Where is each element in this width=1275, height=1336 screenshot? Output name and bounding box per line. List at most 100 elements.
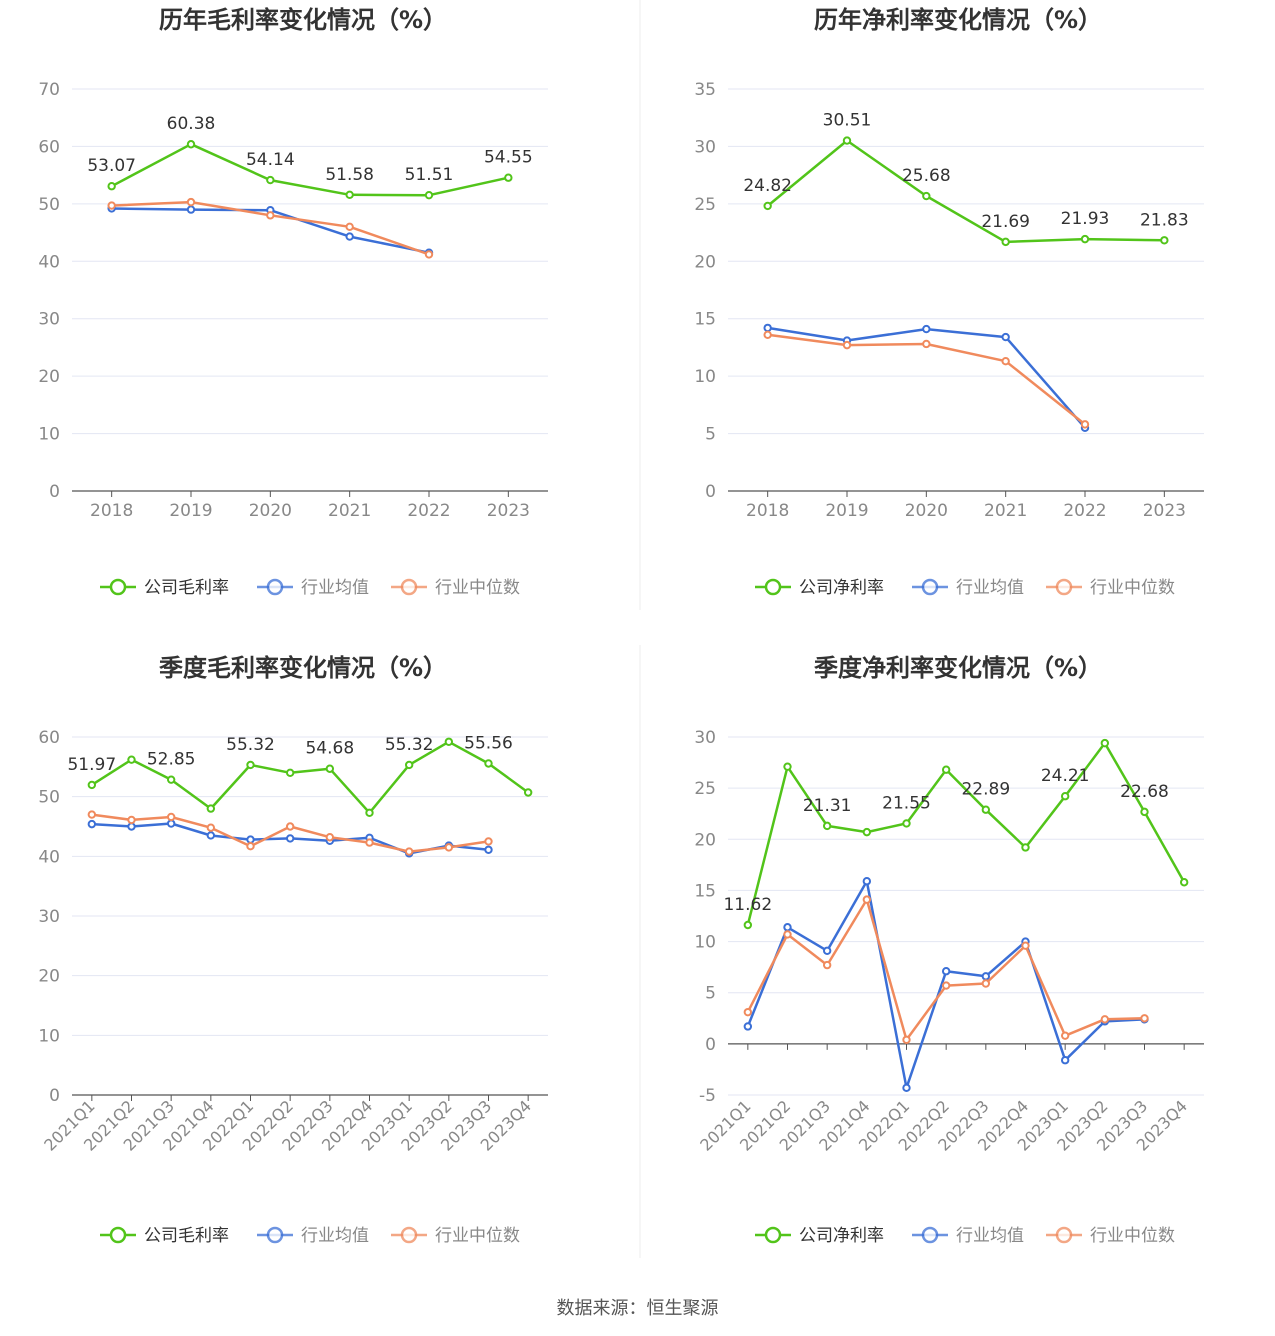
data-point <box>822 946 832 955</box>
data-point <box>763 323 772 333</box>
data-point <box>365 808 374 817</box>
data-point <box>285 768 295 777</box>
data-label: 51.51 <box>405 165 454 185</box>
data-label: 25.68 <box>902 166 951 186</box>
data-point <box>325 833 335 842</box>
data-point <box>783 923 792 932</box>
data-point <box>246 841 255 851</box>
y-tick-label: 0 <box>705 482 716 502</box>
data-point <box>484 759 493 768</box>
data-point <box>1021 843 1030 852</box>
data-point <box>424 250 434 259</box>
data-label: 55.32 <box>385 735 434 755</box>
data-point <box>981 979 991 988</box>
legend-label: 公司净利率 <box>799 578 884 598</box>
legend-marker-icon <box>921 578 939 596</box>
x-tick-label: 2018 <box>746 501 789 521</box>
x-tick-label: 2022 <box>1063 501 1106 521</box>
data-point <box>743 1007 753 1017</box>
y-tick-label: 5 <box>705 425 716 445</box>
legend-marker-icon <box>921 1226 939 1244</box>
data-source-note: 数据来源：恒生聚源 <box>556 1298 719 1319</box>
data-point <box>922 339 931 349</box>
data-point <box>1160 236 1169 245</box>
legend-item: 行业中位数 <box>391 578 520 598</box>
legend-marker-icon <box>1055 578 1073 596</box>
data-point <box>941 981 951 990</box>
legend-label: 行业均值 <box>956 578 1024 598</box>
data-point <box>1021 941 1030 950</box>
legend-marker-icon <box>109 578 127 596</box>
y-tick-label: 10 <box>38 1026 60 1046</box>
y-tick-label: 30 <box>38 907 60 927</box>
data-label: 21.93 <box>1061 209 1110 229</box>
y-tick-label: 30 <box>38 310 60 330</box>
data-point <box>1060 1031 1070 1040</box>
legend-label: 行业中位数 <box>1090 578 1175 598</box>
data-point <box>1100 738 1110 748</box>
data-point <box>902 819 911 828</box>
series-line <box>91 740 529 815</box>
data-point <box>1179 878 1189 887</box>
data-label: 51.58 <box>325 165 374 185</box>
data-point <box>862 827 872 837</box>
data-point <box>1001 357 1010 366</box>
legend-item: 行业中位数 <box>1046 578 1175 598</box>
data-point <box>266 175 275 185</box>
data-label: 60.38 <box>167 114 216 134</box>
legend-marker-icon <box>764 1226 782 1244</box>
data-point <box>127 815 136 825</box>
data-point <box>166 819 176 828</box>
chart-title: 季度毛利率变化情况（%） <box>159 654 447 682</box>
legend-label: 行业中位数 <box>435 1226 520 1246</box>
y-tick-label: 60 <box>38 137 60 157</box>
data-point <box>266 211 275 220</box>
y-tick-label: 50 <box>38 195 60 215</box>
data-point <box>941 765 951 774</box>
data-label: 24.82 <box>743 176 792 196</box>
y-tick-label: 40 <box>38 252 60 272</box>
data-point <box>365 838 374 847</box>
legend-marker-icon <box>400 1226 418 1244</box>
y-tick-label: 30 <box>694 137 716 157</box>
y-tick-label: 20 <box>38 967 60 987</box>
y-tick-label: 25 <box>694 779 716 799</box>
data-label: 21.83 <box>1140 210 1189 230</box>
y-tick-label: 5 <box>705 984 716 1004</box>
data-point <box>1001 237 1010 247</box>
data-point <box>345 190 354 199</box>
x-tick-label: 2022 <box>407 501 450 521</box>
y-tick-label: 20 <box>38 367 60 387</box>
chart-panel-2: 历年净利率变化情况（%） 0 5 10 15 20 25 30 35 2018 2019 2020 20… <box>694 6 1204 598</box>
y-tick-label: -5 <box>699 1086 716 1106</box>
data-point <box>842 340 852 350</box>
data-point <box>981 972 991 981</box>
y-tick-label: 15 <box>694 310 716 330</box>
data-point <box>424 190 434 200</box>
series-line <box>746 741 1186 926</box>
data-point <box>206 804 216 813</box>
data-point <box>822 821 832 831</box>
legend-label: 行业中位数 <box>435 578 520 598</box>
data-point <box>484 845 493 854</box>
data-point <box>842 136 852 145</box>
legend-marker-icon <box>400 578 418 596</box>
data-label: 21.55 <box>882 793 931 813</box>
y-tick-label: 35 <box>694 80 716 100</box>
data-point <box>87 780 97 790</box>
series-line <box>91 813 489 853</box>
data-point <box>186 197 196 207</box>
data-point <box>206 823 216 832</box>
data-point <box>862 877 872 886</box>
data-point <box>1080 420 1090 429</box>
legend-item: 行业均值 <box>912 1226 1024 1246</box>
y-tick-label: 25 <box>694 195 716 215</box>
data-point <box>743 920 753 930</box>
data-point <box>981 805 991 814</box>
legend-label: 行业均值 <box>956 1226 1024 1246</box>
data-point <box>246 760 255 770</box>
y-tick-label: 10 <box>694 933 716 953</box>
x-tick-label: 2019 <box>169 501 212 521</box>
legend-marker-icon <box>266 1226 284 1244</box>
data-point <box>763 330 772 339</box>
